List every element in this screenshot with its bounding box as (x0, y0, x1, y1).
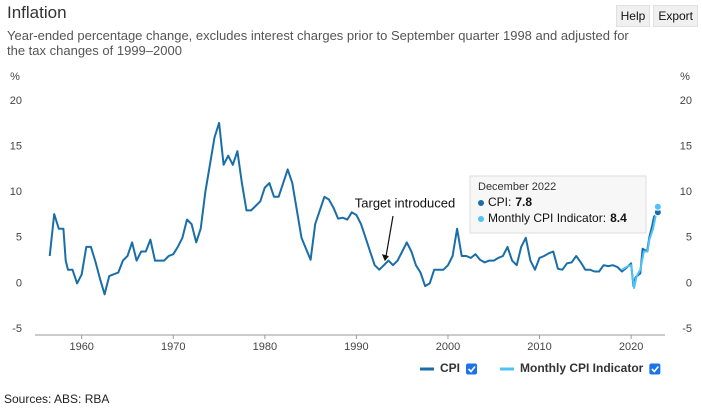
y2-tick-label: -5 (682, 323, 692, 335)
legend-label: Monthly CPI Indicator (520, 361, 644, 375)
help-button[interactable]: Help (615, 5, 651, 27)
tooltip: December 2022 CPI: 7.8 Monthly CPI Indicato… (469, 175, 647, 234)
series-line (48, 121, 659, 296)
x-tick-label: 1990 (344, 341, 368, 353)
legend-checkbox[interactable] (649, 363, 661, 375)
y2-tick-label: 10 (680, 186, 692, 198)
legend-checkbox[interactable] (466, 363, 478, 375)
y2-tick-label: 15 (680, 141, 692, 153)
series-line (621, 206, 659, 289)
tooltip-value: 8.4 (610, 211, 627, 225)
x-tick-label: 1960 (69, 341, 93, 353)
highlight-point (653, 202, 662, 211)
export-button[interactable]: Export (653, 5, 698, 27)
x-tick-label: 1970 (161, 341, 185, 353)
y2-tick-label: 5 (686, 232, 692, 244)
chart-title: Inflation (7, 3, 67, 22)
tooltip-dot (478, 200, 484, 206)
x-tick-label: 2020 (619, 341, 643, 353)
legend-item[interactable]: CPI (420, 361, 478, 375)
x-tick-label: 1980 (253, 341, 277, 353)
tooltip-item: CPI: 7.8 (488, 195, 532, 209)
tooltip-box (469, 175, 647, 234)
y2-tick-label: 0 (686, 277, 692, 289)
tooltip-value: 7.8 (515, 195, 532, 209)
annotation-text: Target introduced (355, 195, 455, 210)
toolbar: Help Export (615, 5, 698, 27)
x-tick-label: 2000 (436, 341, 460, 353)
chart-subtitle: Year-ended percentage change, excludes i… (7, 28, 629, 58)
y-tick-label: -5 (12, 323, 22, 335)
y2-unit: % (680, 71, 690, 83)
y-tick-label: 5 (16, 232, 22, 244)
legend-item[interactable]: Monthly CPI Indicator (500, 361, 661, 375)
y-tick-label: 20 (10, 95, 22, 107)
tooltip-dot (478, 216, 484, 222)
x-tick-label: 2010 (527, 341, 551, 353)
legend-label: CPI (440, 361, 460, 375)
y-tick-label: 0 (16, 277, 22, 289)
checkmark (651, 366, 659, 373)
annotation-arrow (385, 215, 394, 258)
tooltip-title: December 2022 (478, 181, 556, 193)
tooltip-label: CPI: (488, 195, 511, 209)
tooltip-item: Monthly CPI Indicator: 8.4 (488, 211, 627, 225)
y-tick-label: 10 (10, 186, 22, 198)
y2-tick-label: 20 (680, 95, 692, 107)
annotation-arrowhead (381, 254, 389, 262)
y-tick-label: 15 (10, 141, 22, 153)
tooltip-label: Monthly CPI Indicator: (488, 211, 606, 225)
checkmark (467, 366, 476, 373)
sources: Sources: ABS: RBA (4, 392, 110, 406)
y-unit: % (10, 71, 20, 83)
